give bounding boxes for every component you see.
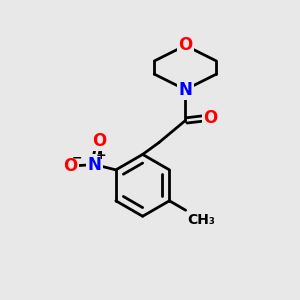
Text: O: O bbox=[92, 132, 106, 150]
Text: CH₃: CH₃ bbox=[187, 213, 215, 226]
Text: O: O bbox=[63, 157, 78, 175]
Text: −: − bbox=[72, 152, 82, 165]
Text: O: O bbox=[178, 37, 193, 55]
Text: N: N bbox=[178, 81, 192, 99]
Text: +: + bbox=[96, 149, 106, 162]
Text: O: O bbox=[203, 109, 218, 127]
Text: N: N bbox=[88, 156, 102, 174]
